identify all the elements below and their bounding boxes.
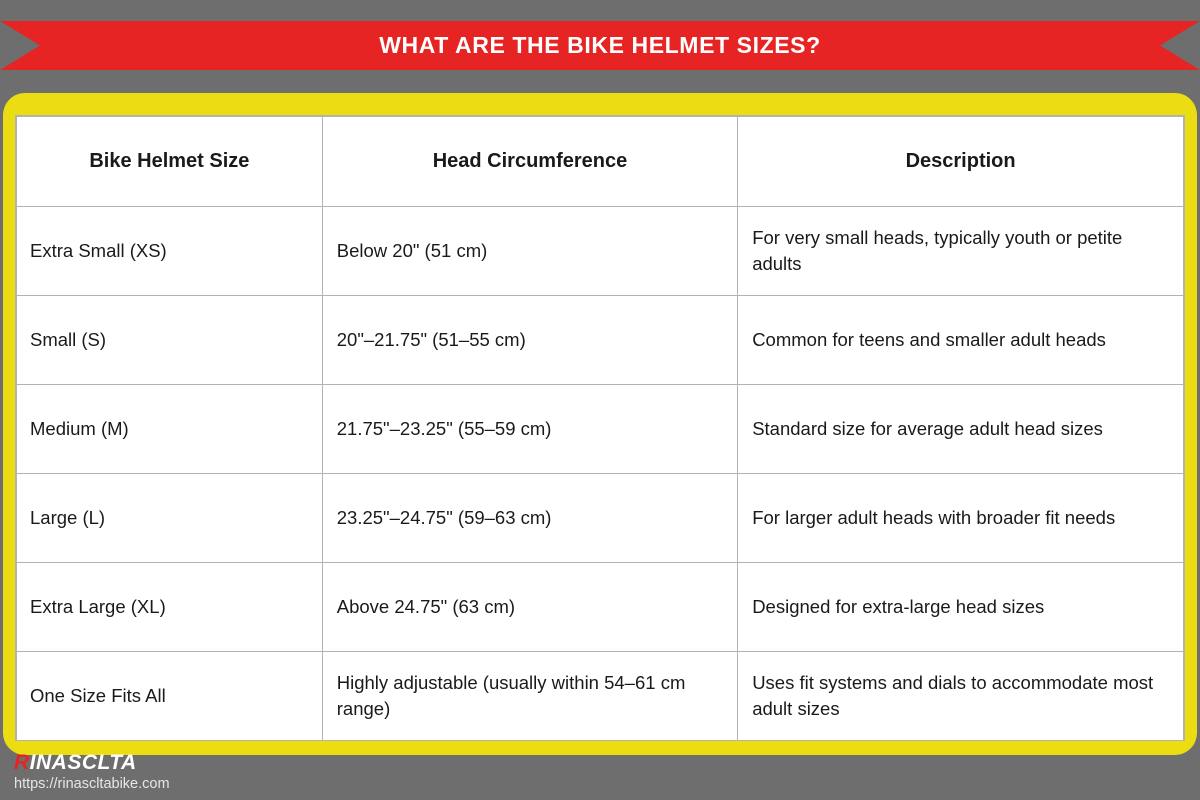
table-row: Large (L) 23.25"–24.75" (59–63 cm) For l…	[16, 473, 1184, 563]
helmet-sizes-table: Bike Helmet Size Head Circumference Desc…	[16, 116, 1184, 741]
cell-circumference: 23.25"–24.75" (59–63 cm)	[321, 473, 739, 563]
table-row: Medium (M) 21.75"–23.25" (55–59 cm) Stan…	[16, 384, 1184, 474]
cell-circumference: 20"–21.75" (51–55 cm)	[321, 295, 739, 385]
table-container: Bike Helmet Size Head Circumference Desc…	[15, 115, 1185, 741]
cell-size: One Size Fits All	[16, 651, 323, 741]
cell-description: For larger adult heads with broader fit …	[737, 473, 1184, 563]
table-body: Extra Small (XS) Below 20" (51 cm) For v…	[16, 206, 1184, 741]
cell-description: Standard size for average adult head siz…	[737, 384, 1184, 474]
page-title: WHAT ARE THE BIKE HELMET SIZES?	[379, 32, 821, 58]
logo-wordmark: INASCLTA	[29, 751, 137, 775]
cell-circumference: Below 20" (51 cm)	[321, 206, 739, 296]
yellow-frame-panel: Bike Helmet Size Head Circumference Desc…	[3, 93, 1197, 755]
cell-description: Designed for extra-large head sizes	[737, 562, 1184, 652]
table-row: Extra Small (XS) Below 20" (51 cm) For v…	[16, 206, 1184, 296]
logo-initial-letter: R	[14, 751, 30, 775]
column-header-description: Description	[737, 116, 1184, 207]
table-row: One Size Fits All Highly adjustable (usu…	[16, 651, 1184, 741]
cell-size: Small (S)	[16, 295, 323, 385]
table-row: Small (S) 20"–21.75" (51–55 cm) Common f…	[16, 295, 1184, 385]
table-header: Bike Helmet Size Head Circumference Desc…	[16, 116, 1184, 207]
cell-size: Large (L)	[16, 473, 323, 563]
table-row: Extra Large (XL) Above 24.75" (63 cm) De…	[16, 562, 1184, 652]
cell-size: Extra Small (XS)	[16, 206, 323, 296]
column-header-circumference: Head Circumference	[321, 116, 739, 207]
table-header-row: Bike Helmet Size Head Circumference Desc…	[16, 116, 1184, 207]
cell-description: Common for teens and smaller adult heads	[737, 295, 1184, 385]
rinasclta-logo: RINASCLTA	[14, 752, 414, 774]
cell-description: For very small heads, typically youth or…	[737, 206, 1184, 296]
cell-size: Extra Large (XL)	[16, 562, 323, 652]
cell-size: Medium (M)	[16, 384, 323, 474]
cell-circumference: Above 24.75" (63 cm)	[321, 562, 739, 652]
column-header-size: Bike Helmet Size	[16, 116, 323, 207]
title-banner: WHAT ARE THE BIKE HELMET SIZES?	[0, 21, 1200, 70]
website-url: https://rinascltabike.com	[14, 776, 170, 793]
ribbon-shape: WHAT ARE THE BIKE HELMET SIZES?	[0, 21, 1200, 70]
cell-description: Uses fit systems and dials to accommodat…	[737, 651, 1184, 741]
footer-branding: RINASCLTA https://rinascltabike.com	[14, 752, 414, 794]
cell-circumference: 21.75"–23.25" (55–59 cm)	[321, 384, 739, 474]
cell-circumference: Highly adjustable (usually within 54–61 …	[321, 651, 739, 741]
